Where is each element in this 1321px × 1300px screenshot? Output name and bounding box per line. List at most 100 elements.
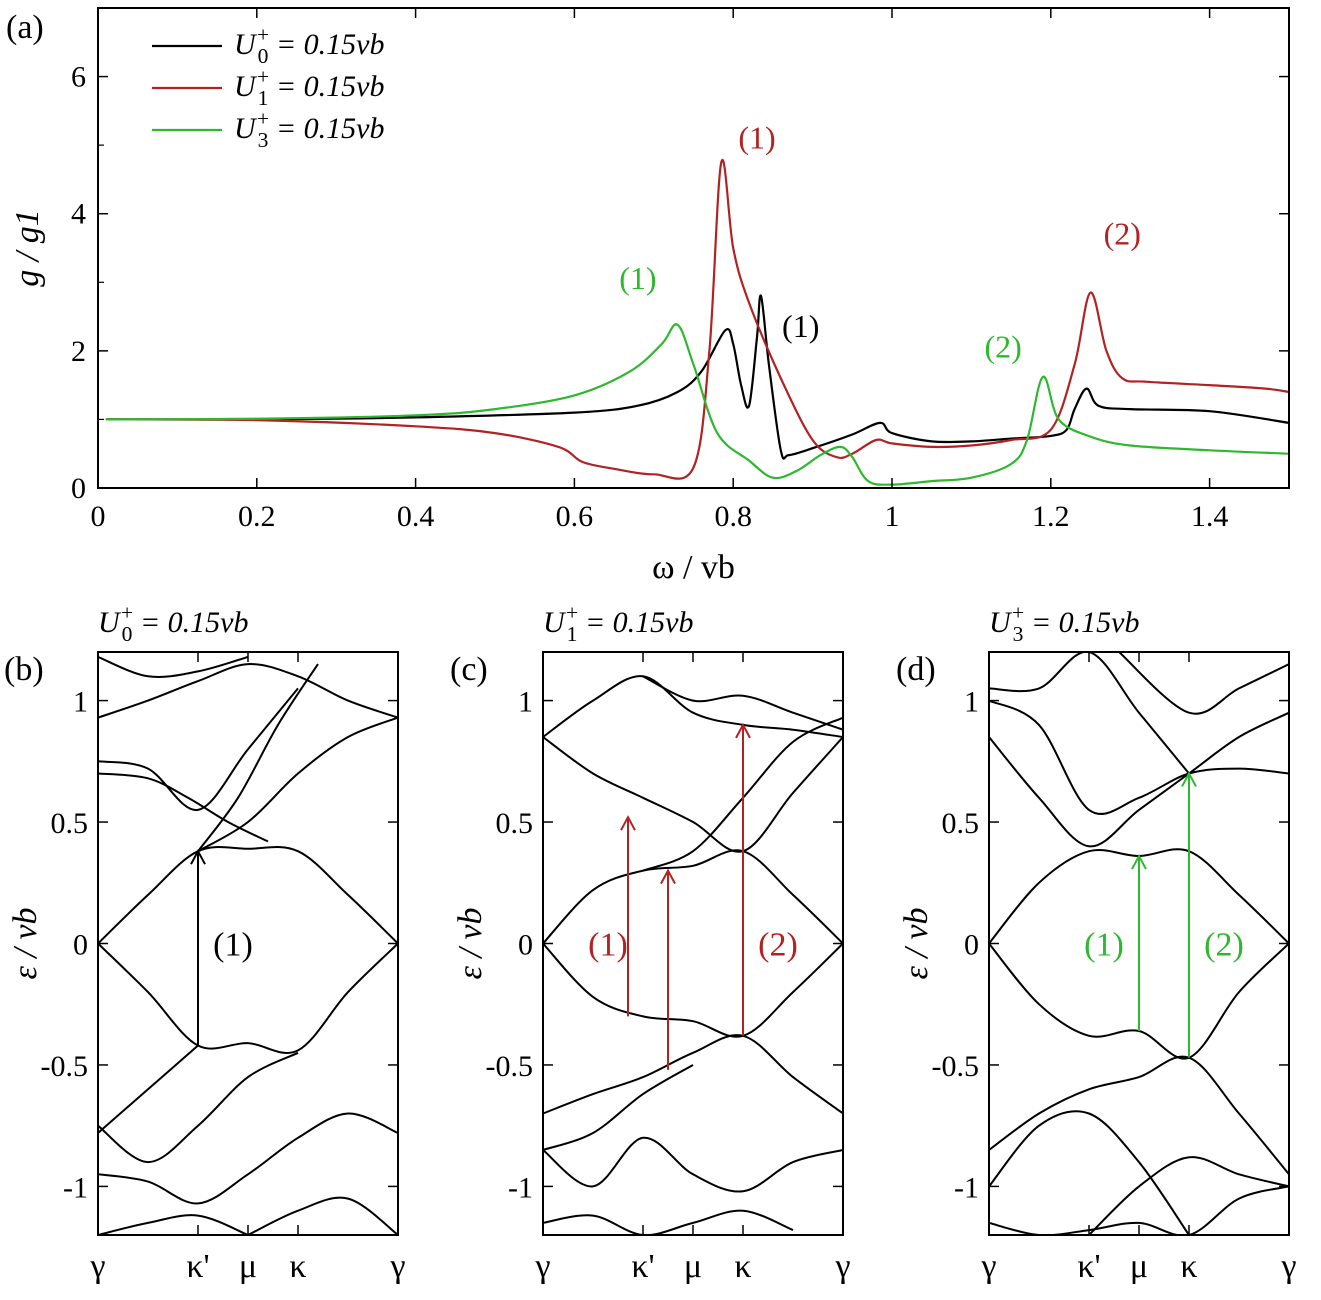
k-point-label: μ bbox=[684, 1248, 702, 1285]
y-tick-label: -1 bbox=[63, 1171, 88, 1204]
peak-annotation-2: (1) bbox=[619, 260, 656, 296]
k-point-label: γ bbox=[389, 1248, 405, 1285]
band-line bbox=[543, 942, 843, 1038]
band-line bbox=[989, 1185, 1289, 1235]
band-line bbox=[98, 942, 398, 1054]
panel-title: U+ 0 = 0.15vb bbox=[98, 600, 249, 646]
band-line bbox=[1088, 1156, 1289, 1235]
transition-arrow-0-head bbox=[1131, 853, 1147, 870]
legend-label-1: U+ 1 = 0.15vb bbox=[234, 64, 385, 110]
band-line bbox=[98, 1044, 199, 1134]
panel-title: U+ 1 = 0.15vb bbox=[543, 600, 694, 646]
band-structure-plot-c: γ κ' μ κ γ -1 -0.5 0 0.5 1 ε / vb U+ 1 = 0.15vb (1) (2… bbox=[452, 600, 851, 1285]
band-line bbox=[543, 736, 843, 853]
band-line bbox=[98, 655, 249, 679]
y-tick-label: -1 bbox=[954, 1171, 979, 1204]
x-tick-label: 0.6 bbox=[556, 500, 594, 533]
k-point-label: κ bbox=[289, 1248, 306, 1285]
k-point-label: γ bbox=[834, 1248, 850, 1285]
band-line bbox=[989, 942, 1289, 1060]
x-tick-label: 0.2 bbox=[238, 500, 276, 533]
band-line bbox=[543, 849, 843, 945]
panel-label-a: (a) bbox=[6, 9, 44, 46]
peak-annotation-4: (2) bbox=[985, 329, 1022, 365]
x-tick-label: 1.4 bbox=[1191, 500, 1229, 533]
transition-label: (1) bbox=[588, 927, 628, 964]
y-tick-label: -1 bbox=[508, 1171, 533, 1204]
band-line bbox=[989, 652, 1190, 775]
band-line bbox=[543, 1064, 694, 1151]
series-line-2 bbox=[105, 323, 1289, 486]
band-line bbox=[98, 663, 398, 719]
panel-label-d: (d) bbox=[896, 651, 936, 688]
k-point-label: κ bbox=[734, 1248, 751, 1285]
k-point-label: γ bbox=[980, 1248, 996, 1285]
band-structure-plot-b: γ κ' μ κ γ -1 -0.5 0 0.5 1 ε / vb U+ 0 = 0.15vb (1) bbox=[7, 600, 406, 1285]
plot-frame bbox=[97, 7, 1290, 489]
transition-arrow-2-head bbox=[735, 722, 751, 739]
k-point-label: γ bbox=[534, 1248, 550, 1285]
y-tick-label: 0 bbox=[964, 929, 979, 962]
transition-arrow-1-head bbox=[660, 868, 676, 885]
band-line bbox=[197, 663, 319, 852]
series-line-0 bbox=[105, 294, 1289, 460]
band-line bbox=[98, 687, 299, 811]
x-tick-label: 0.4 bbox=[397, 500, 435, 533]
legend-label-0: U+ 0 = 0.15vb bbox=[234, 22, 385, 68]
transition-label: (1) bbox=[213, 927, 253, 964]
k-point-label: μ bbox=[1130, 1248, 1148, 1285]
y-tick-label: -0.5 bbox=[932, 1050, 980, 1083]
band-line bbox=[98, 1051, 299, 1164]
k-point-label: κ' bbox=[1077, 1248, 1100, 1285]
y-axis-label: g / g1 bbox=[9, 209, 46, 286]
y-tick-label: 0.5 bbox=[942, 807, 980, 840]
y-tick-label: 0 bbox=[73, 929, 88, 962]
k-point-label: γ bbox=[1280, 1248, 1296, 1285]
band-line bbox=[247, 1196, 398, 1235]
x-axis-label: ω / vb bbox=[652, 549, 735, 586]
band-line bbox=[98, 1112, 398, 1205]
band-line bbox=[98, 846, 398, 945]
transition-arrow-0-head bbox=[620, 815, 636, 831]
y-tick-label: 1 bbox=[964, 686, 979, 719]
conductance-plot: 0 0.2 0.4 0.6 0.8 1 1.2 1.4 0 2 4 6 ω / vb g / g1 U+ 0 … bbox=[9, 7, 1290, 586]
band-line bbox=[98, 772, 269, 843]
transition-arrow-0-head bbox=[190, 849, 206, 865]
panel-title: U+ 3 = 0.15vb bbox=[989, 600, 1140, 646]
band-line bbox=[1118, 652, 1289, 715]
band-line bbox=[642, 675, 843, 731]
band-line bbox=[543, 1034, 843, 1115]
band-line bbox=[543, 1209, 794, 1235]
y-axis-label: ε / vb bbox=[7, 908, 44, 980]
peak-annotation-3: (1) bbox=[782, 308, 819, 344]
legend-label-2: U+ 3 = 0.15vb bbox=[234, 106, 385, 152]
k-point-label: κ' bbox=[631, 1248, 654, 1285]
k-point-label: μ bbox=[239, 1248, 257, 1285]
y-tick-label: 6 bbox=[71, 61, 86, 94]
y-tick-label: 1 bbox=[518, 686, 533, 719]
band-line bbox=[989, 711, 1289, 848]
y-tick-label: 0 bbox=[71, 472, 86, 505]
k-point-label: γ bbox=[89, 1248, 105, 1285]
y-axis-label: ε / vb bbox=[452, 908, 489, 980]
y-axis-label: ε / vb bbox=[898, 908, 935, 980]
transition-label: (1) bbox=[1084, 927, 1124, 964]
y-tick-label: -0.5 bbox=[486, 1050, 534, 1083]
y-tick-label: -0.5 bbox=[41, 1050, 89, 1083]
k-point-label: κ' bbox=[186, 1248, 209, 1285]
x-tick-label: 0.8 bbox=[714, 500, 752, 533]
series-line-1 bbox=[105, 158, 1289, 480]
transition-label: (2) bbox=[1204, 927, 1244, 964]
band-line bbox=[989, 699, 1289, 815]
x-tick-label: 1.2 bbox=[1032, 500, 1070, 533]
y-tick-label: 4 bbox=[71, 198, 86, 231]
panel-label-b: (b) bbox=[4, 651, 44, 688]
band-structure-plot-d: γ κ' μ κ γ -1 -0.5 0 0.5 1 ε / vb U+ 3 = 0.15vb (1) (2… bbox=[898, 600, 1297, 1285]
panel-label-c: (c) bbox=[450, 651, 488, 688]
band-line bbox=[543, 1136, 843, 1193]
peak-annotation-1: (2) bbox=[1104, 216, 1141, 252]
band-line bbox=[98, 1214, 249, 1235]
band-line bbox=[989, 1110, 1190, 1235]
transition-arrow-1-head bbox=[1181, 771, 1197, 787]
